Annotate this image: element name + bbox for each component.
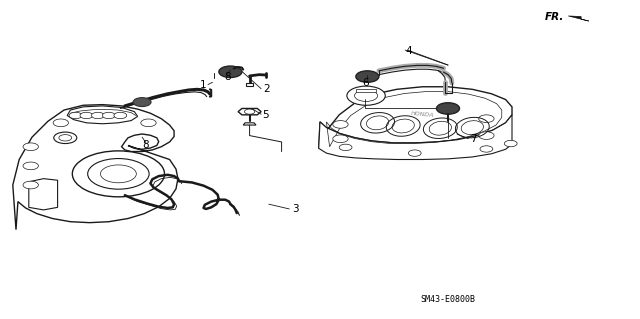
Polygon shape xyxy=(568,16,589,21)
Polygon shape xyxy=(29,179,58,210)
Circle shape xyxy=(333,135,348,143)
Circle shape xyxy=(244,109,255,114)
Circle shape xyxy=(436,103,460,114)
Text: 6: 6 xyxy=(362,78,369,88)
Text: 7: 7 xyxy=(470,134,477,144)
Text: FR.: FR. xyxy=(545,11,564,22)
Circle shape xyxy=(408,150,421,156)
Circle shape xyxy=(133,98,151,107)
Polygon shape xyxy=(319,115,512,160)
Polygon shape xyxy=(13,105,178,230)
Circle shape xyxy=(479,115,494,122)
Circle shape xyxy=(23,162,38,170)
Circle shape xyxy=(23,181,38,189)
Text: 1: 1 xyxy=(200,79,207,90)
Circle shape xyxy=(333,121,348,128)
Circle shape xyxy=(23,143,38,151)
Circle shape xyxy=(504,140,517,147)
Circle shape xyxy=(92,112,104,119)
Circle shape xyxy=(53,119,68,127)
Polygon shape xyxy=(356,89,376,92)
Polygon shape xyxy=(246,83,253,86)
Polygon shape xyxy=(238,108,261,115)
Circle shape xyxy=(80,112,93,119)
Circle shape xyxy=(141,119,156,127)
Polygon shape xyxy=(319,87,512,148)
Text: SM43-E0800B: SM43-E0800B xyxy=(420,295,476,304)
Circle shape xyxy=(356,71,379,82)
Text: 2: 2 xyxy=(264,84,270,94)
Polygon shape xyxy=(67,106,138,124)
Circle shape xyxy=(339,144,352,151)
Text: 4: 4 xyxy=(405,46,412,56)
Text: 8: 8 xyxy=(143,140,149,150)
Circle shape xyxy=(480,146,493,152)
Circle shape xyxy=(102,112,115,119)
Polygon shape xyxy=(243,123,256,125)
Circle shape xyxy=(88,159,149,189)
Text: 8: 8 xyxy=(224,71,230,82)
Circle shape xyxy=(72,151,164,197)
Text: HONDA: HONDA xyxy=(410,111,435,118)
Circle shape xyxy=(114,112,127,119)
Circle shape xyxy=(347,86,385,105)
Circle shape xyxy=(59,135,72,141)
Circle shape xyxy=(69,112,82,119)
Circle shape xyxy=(54,132,77,144)
Text: 5: 5 xyxy=(262,110,269,120)
Text: 3: 3 xyxy=(292,204,299,214)
Circle shape xyxy=(100,165,136,183)
Circle shape xyxy=(219,66,242,78)
Circle shape xyxy=(479,132,494,139)
Circle shape xyxy=(355,90,378,101)
